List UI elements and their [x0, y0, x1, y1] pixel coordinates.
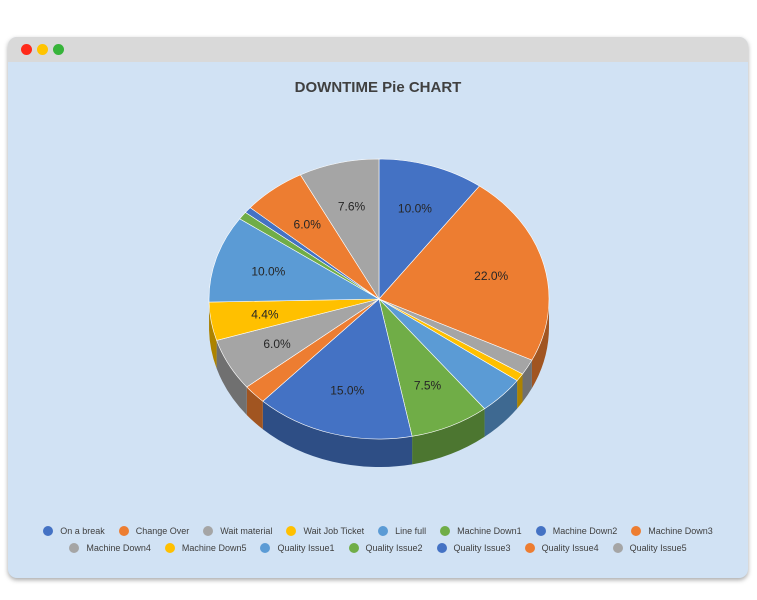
pie-data-label-1: 10.0% [398, 202, 432, 216]
pie-slice-15[interactable] [299, 158, 380, 301]
chart-title: DOWNTIME Pie CHART [294, 79, 462, 96]
legend-item-10[interactable]: Machine Down5 [164, 542, 247, 553]
legend-item-9[interactable]: Machine Down4 [69, 542, 151, 553]
legend-label: Machine Down4 [86, 542, 151, 553]
chart-window: DOWNTIME Pie CHART 10.0% 22.0% 7.5% 15.0% 6.… [8, 37, 748, 578]
legend-label: Wait Job Ticket [303, 525, 365, 536]
legend-swatch-icon [440, 525, 451, 536]
legend-swatch-icon [612, 542, 623, 553]
pie-data-label-10: 4.4% [251, 307, 279, 321]
legend-item-13[interactable]: Quality Issue3 [436, 542, 511, 553]
legend-item-14[interactable]: Quality Issue4 [524, 542, 599, 553]
window-titlebar [8, 37, 748, 62]
legend-label: Line full [395, 525, 427, 536]
pie-slices [208, 158, 550, 440]
pie-data-label-14: 6.0% [294, 217, 322, 231]
legend-swatch-icon [164, 542, 175, 553]
pie-data-label-2: 22.0% [474, 269, 508, 283]
pie-side-4 [517, 374, 523, 409]
pie-slice-7[interactable] [262, 298, 413, 440]
pie-side-5 [484, 380, 518, 437]
legend-swatch-icon [260, 542, 271, 553]
legend-label: Machine Down1 [457, 525, 522, 536]
pie-data-label-15: 7.6% [338, 200, 366, 214]
legend-label: On a break [60, 525, 105, 536]
legend-row-2: Machine Down4 Machine Down5 Quality Issue1… [8, 539, 748, 556]
legend-label: Quality Issue5 [629, 542, 687, 553]
legend-item-1[interactable]: On a break [43, 525, 105, 536]
legend-label: Wait material [220, 525, 273, 536]
legend-swatch-icon [524, 542, 535, 553]
minimize-window-button[interactable] [37, 44, 48, 55]
legend-label: Quality Issue1 [277, 542, 335, 553]
legend-item-7[interactable]: Machine Down2 [535, 525, 618, 536]
legend-swatch-icon [69, 542, 80, 553]
pie-data-label-9: 6.0% [263, 337, 291, 351]
legend-swatch-icon [378, 525, 389, 536]
pie-chart: 10.0% 22.0% 7.5% 15.0% 6.0% 4.4% 10.0% 6.0% 7.6% [208, 158, 550, 467]
legend-item-5[interactable]: Line full [378, 525, 427, 536]
pie-side-7 [262, 401, 413, 467]
legend-label: Machine Down5 [181, 542, 247, 553]
pie-slice-11[interactable] [208, 218, 381, 303]
legend-swatch-icon [286, 525, 297, 536]
legend-item-3[interactable]: Wait material [203, 525, 273, 536]
chart-legend: On a break Change Over Wait material Wait J… [8, 522, 748, 556]
legend-item-11[interactable]: Quality Issue1 [260, 542, 335, 553]
close-window-button[interactable] [21, 44, 32, 55]
legend-label: Quality Issue4 [541, 542, 599, 553]
legend-swatch-icon [203, 525, 214, 536]
legend-item-6[interactable]: Machine Down1 [440, 525, 522, 536]
pie-side-9 [216, 340, 247, 415]
legend-item-8[interactable]: Machine Down3 [631, 525, 713, 536]
pie-data-label-6: 7.5% [414, 378, 442, 392]
pie-data-label-11: 10.0% [251, 264, 285, 278]
legend-row-1: On a break Change Over Wait material Wait J… [8, 522, 748, 539]
legend-swatch-icon [118, 525, 129, 536]
legend-swatch-icon [535, 525, 546, 536]
pie-slice-2[interactable] [378, 185, 550, 361]
legend-swatch-icon [631, 525, 642, 536]
pie-side-6 [412, 408, 485, 465]
legend-swatch-icon [348, 542, 359, 553]
legend-label: Change Over [135, 525, 190, 536]
legend-item-2[interactable]: Change Over [118, 525, 190, 536]
legend-label: Machine Down2 [552, 525, 618, 536]
pie-side-walls [209, 299, 549, 467]
legend-swatch-icon [43, 525, 54, 536]
pie-data-label-7: 15.0% [330, 384, 364, 398]
pie-slice-1[interactable] [378, 158, 480, 300]
legend-label: Machine Down3 [648, 525, 713, 536]
legend-label: Quality Issue2 [365, 542, 423, 553]
zoom-window-button[interactable] [53, 44, 64, 55]
pie-side-3 [522, 360, 532, 403]
legend-item-12[interactable]: Quality Issue2 [348, 542, 423, 553]
legend-item-15[interactable]: Quality Issue5 [612, 542, 687, 553]
legend-item-4[interactable]: Wait Job Ticket [286, 525, 365, 536]
legend-label: Quality Issue3 [453, 542, 511, 553]
legend-swatch-icon [436, 542, 447, 553]
pie-data-labels: 10.0% 22.0% 7.5% 15.0% 6.0% 4.4% 10.0% 6.0% 7.6% [251, 200, 508, 398]
pie-side-10 [209, 302, 217, 369]
pie-side-8 [246, 386, 263, 430]
